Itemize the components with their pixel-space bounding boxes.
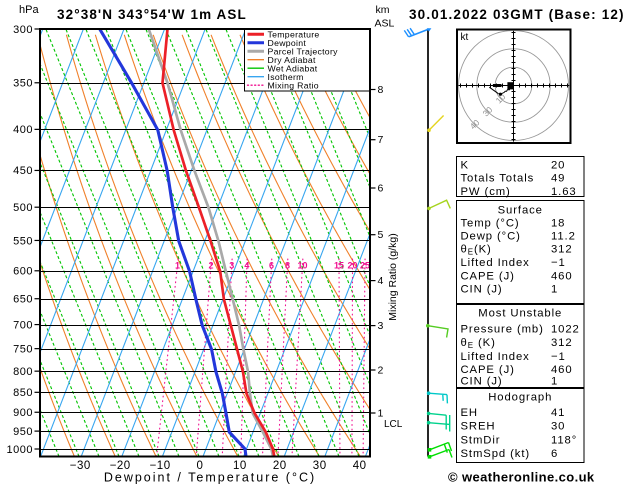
svg-text:40: 40 [353,460,367,472]
svg-text:18: 18 [551,217,565,229]
svg-text:SREH: SREH [461,420,496,432]
svg-text:450: 450 [13,165,33,177]
svg-text:Lifted Index: Lifted Index [461,351,530,363]
svg-text:30: 30 [313,460,327,472]
svg-text:650: 650 [13,294,33,306]
svg-text:kt: kt [461,32,469,43]
svg-text:K: K [461,159,469,171]
svg-text:θE(K): θE(K) [461,244,492,257]
svg-text:1000: 1000 [7,444,33,456]
svg-text:Isotherm: Isotherm [268,72,304,82]
svg-text:20: 20 [347,261,357,271]
svg-text:312: 312 [551,244,573,256]
svg-text:6: 6 [551,448,558,460]
svg-text:© weatheronline.co.uk: © weatheronline.co.uk [448,470,595,485]
svg-text:1: 1 [551,284,558,296]
svg-text:500: 500 [13,202,33,214]
svg-text:550: 550 [13,235,33,247]
svg-text:4: 4 [378,275,384,287]
svg-text:Wet Adiabat: Wet Adiabat [268,63,318,73]
svg-text:Dewpoint / Temperature (°C): Dewpoint / Temperature (°C) [104,471,316,485]
svg-text:900: 900 [13,407,33,419]
svg-text:1: 1 [378,408,384,420]
svg-text:Surface: Surface [498,204,543,216]
svg-text:850: 850 [13,387,33,399]
svg-text:600: 600 [13,266,33,278]
svg-text:Dry Adiabat: Dry Adiabat [268,55,316,65]
svg-text:4: 4 [244,261,249,271]
svg-text:Hodograph: Hodograph [488,391,552,403]
svg-text:Pressure (mb): Pressure (mb) [461,323,544,335]
svg-text:Mixing Ratio (g/kg): Mixing Ratio (g/kg) [387,233,399,321]
svg-text:2: 2 [208,261,213,271]
svg-text:20: 20 [273,460,287,472]
svg-text:7: 7 [378,134,384,146]
svg-text:PW (cm): PW (cm) [461,186,511,198]
svg-text:6: 6 [378,183,384,195]
svg-text:750: 750 [13,343,33,355]
svg-text:350: 350 [13,78,33,90]
svg-text:CAPE (J): CAPE (J) [461,271,515,283]
svg-text:EH: EH [461,407,479,419]
svg-text:Most Unstable: Most Unstable [478,308,562,320]
svg-text:Temperature: Temperature [268,29,320,39]
svg-text:312: 312 [551,337,573,349]
svg-text:460: 460 [551,271,573,283]
svg-text:118°: 118° [551,435,577,447]
svg-text:400: 400 [13,124,33,136]
svg-text:−1: −1 [551,351,566,363]
svg-text:Temp (°C): Temp (°C) [461,217,520,229]
svg-text:2: 2 [378,365,384,377]
svg-text:6: 6 [269,261,274,271]
svg-text:950: 950 [13,426,33,438]
svg-text:1022: 1022 [551,323,580,335]
svg-text:−30: −30 [70,460,91,472]
svg-text:8: 8 [285,261,290,271]
svg-text:hPa: hPa [19,4,39,16]
svg-text:CIN (J): CIN (J) [461,376,503,388]
svg-text:460: 460 [551,364,573,376]
svg-text:700: 700 [13,319,33,331]
svg-text:Parcel Trajectory: Parcel Trajectory [268,46,339,56]
svg-text:Dewp (°C): Dewp (°C) [461,231,521,243]
svg-text:km: km [376,4,390,16]
svg-text:41: 41 [551,407,565,419]
svg-text:10: 10 [233,460,247,472]
svg-text:Lifted Index: Lifted Index [461,257,530,269]
svg-text:−10: −10 [150,460,171,472]
svg-text:30: 30 [551,420,565,432]
svg-text:StmSpd (kt): StmSpd (kt) [461,448,531,460]
svg-text:Mixing Ratio: Mixing Ratio [268,80,319,90]
svg-text:Totals Totals: Totals Totals [461,173,535,185]
svg-text:49: 49 [551,173,565,185]
svg-text:8: 8 [378,84,384,96]
svg-text:20: 20 [551,159,565,171]
svg-text:CIN (J): CIN (J) [461,284,503,296]
svg-text:800: 800 [13,366,33,378]
svg-text:−20: −20 [110,460,131,472]
svg-text:LCL: LCL [384,419,403,430]
svg-text:5: 5 [378,229,384,241]
svg-text:15: 15 [334,261,344,271]
svg-text:ASL: ASL [375,18,395,30]
svg-text:11.2: 11.2 [551,231,576,243]
svg-text:10: 10 [297,261,307,271]
svg-text:StmDir: StmDir [461,435,501,447]
svg-text:3: 3 [378,320,384,332]
svg-text:1: 1 [551,376,558,388]
svg-text:θE (K): θE (K) [461,337,496,350]
svg-text:30.01.2022 03GMT (Base: 12): 30.01.2022 03GMT (Base: 12) [409,7,625,22]
svg-text:CAPE (J): CAPE (J) [461,364,515,376]
svg-text:300: 300 [13,24,33,36]
svg-text:1: 1 [175,261,180,271]
svg-text:−1: −1 [551,257,566,269]
svg-text:3: 3 [229,261,234,271]
svg-text:1.63: 1.63 [551,186,577,198]
svg-text:25: 25 [360,261,370,271]
svg-text:0: 0 [197,460,204,472]
svg-text:Dewpoint: Dewpoint [268,38,307,48]
svg-text:32°38'N 343°54'W 1m ASL: 32°38'N 343°54'W 1m ASL [57,7,247,22]
